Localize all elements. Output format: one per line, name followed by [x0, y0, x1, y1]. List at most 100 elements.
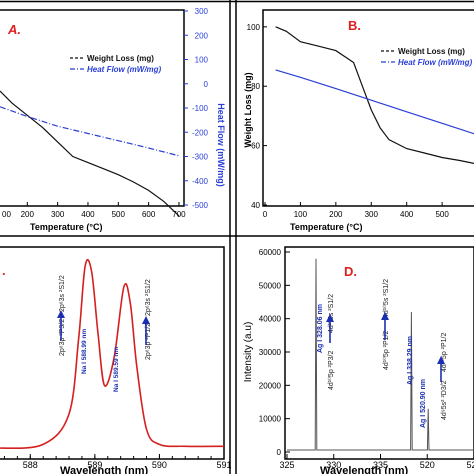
na-588-label: Na I 588.99 nm — [81, 329, 88, 374]
x-tick-label: 100 — [294, 210, 308, 219]
legend-heat-flow-label: Heat Flow (mW/mg) — [87, 65, 162, 74]
ag-520-arrowhead — [437, 356, 445, 364]
panel-a-legend: Weight Loss (mg) Heat Flow (mW/mg) — [70, 54, 162, 74]
panel-b-y-axis-label: Weight Loss (mg) — [243, 72, 253, 147]
panel-d-x-ticks: 325 330 335 520 525 — [279, 454, 474, 470]
na-588-upper-term: 2p⁶3s ²S1/2 — [59, 275, 66, 312]
y-tick-label: 40000 — [259, 315, 282, 324]
panel-d-y-axis-label: Intensity (a.u) — [243, 322, 254, 383]
panel-b: 0 100 200 300 400 500 40 60 80 100 B. Weight Los… — [243, 9, 474, 232]
panel-b-x-axis-label: Temperature (°C) — [290, 222, 362, 232]
y-tick-label: 100 — [247, 23, 261, 32]
x-tick-label: 589 — [87, 460, 102, 470]
legend-weight-loss-label: Weight Loss (mg) — [87, 54, 154, 63]
panel-d-spectrum — [287, 258, 474, 451]
panel-d-x-axis-label: Wavelength (nm) — [320, 465, 409, 474]
y-tick-label: 60 — [251, 142, 260, 151]
ag-338-term-lower: 4d¹⁰5p ²P1/2 — [382, 331, 390, 370]
panel-b-label: B. — [348, 18, 361, 33]
ag-338-term-upper: 4d¹⁰5s ²S1/2 — [382, 279, 390, 318]
y2-tick-label: -500 — [192, 201, 209, 210]
panel-b-lines — [275, 26, 474, 164]
x-tick-label: 590 — [152, 460, 167, 470]
y-tick-label: 30000 — [259, 348, 282, 357]
panel-c: 588 589 590 591 . 2p⁶3p ²P3/2 2p⁶3s ²S1/2 N… — [0, 246, 232, 474]
x-tick-label: 330 — [326, 460, 341, 470]
y2-tick-label: 300 — [195, 7, 209, 16]
ag-520-term-upper: 4d¹⁰5p ²P1/2 — [440, 333, 448, 372]
x-tick-label: 200 — [21, 210, 35, 219]
ag-328-label: Ag I 328.06 nm — [317, 304, 324, 353]
panel-d-label: D. — [344, 264, 357, 279]
y-tick-label: 80 — [251, 82, 260, 91]
y2-tick-label: 100 — [195, 56, 209, 65]
y-tick-label: 60000 — [259, 248, 282, 257]
x-tick-label: 600 — [142, 210, 156, 219]
y-tick-label: 50000 — [259, 281, 282, 290]
annotation-na-588-left: 2p⁶3p ²P3/2 2p⁶3s ²S1/2 Na I 588.99 nm — [57, 275, 88, 374]
ag-328-term-upper: 4d¹⁰5s ²S1/2 — [327, 294, 335, 333]
panel-a-x-axis-label: Temperature (°C) — [30, 222, 102, 232]
weight-loss-line — [0, 90, 180, 217]
x-tick-label: 591 — [216, 460, 231, 470]
legend-b-weight-loss-label: Weight Loss (mg) — [398, 47, 465, 56]
x-tick-label: 400 — [400, 210, 414, 219]
y2-tick-label: -100 — [192, 104, 209, 113]
ag-328-arrowhead — [326, 314, 334, 322]
y-tick-label: 10000 — [259, 415, 282, 424]
panel-a-lines — [0, 90, 180, 217]
legend-b-heat-flow-label: Heat Flow (mW/mg) — [398, 58, 473, 67]
ag-338-arrowhead — [381, 312, 389, 320]
y2-tick-label: 200 — [195, 31, 209, 40]
x-tick-label: 400 — [81, 210, 95, 219]
na-589-arrowhead — [142, 316, 150, 324]
na-588-lower-term: 2p⁶3p ²P3/2 — [59, 319, 66, 356]
x-tick-label: 325 — [279, 460, 294, 470]
ag-520-label: Ag I 520.90 nm — [420, 379, 427, 428]
na-589-upper-term: 2p⁶3s ²S1/2 — [145, 279, 152, 316]
na-588-arrowhead — [57, 310, 65, 318]
y2-tick-label: -200 — [192, 128, 209, 137]
x-tick-label: 525 — [466, 460, 474, 470]
panel-c-annotations: 2p⁶3p ²P3/2 2p⁶3s ²S1/2 Na I 588.99 nm 2… — [57, 275, 152, 392]
panel-d-y-ticks: 0 10000 20000 30000 40000 50000 60000 — [259, 248, 290, 457]
panel-a-label: A. — [7, 22, 21, 37]
panel-c-frame — [0, 246, 225, 460]
y2-tick-label: -300 — [192, 153, 209, 162]
panel-c-label: . — [2, 263, 6, 278]
x-tick-label: 700 — [172, 210, 186, 219]
panel-a-y2-ticks: 300 200 100 0 -100 -200 -300 -400 -500 — [184, 7, 209, 210]
x-tick-label: 588 — [23, 460, 38, 470]
panel-c-x-axis-label: Wavelength (nm) — [60, 465, 149, 474]
ag-328-term-lower: 4d¹⁰5p ²P3/2 — [327, 351, 335, 390]
x-tick-label: 300 — [365, 210, 379, 219]
x-tick-label: 500 — [112, 210, 126, 219]
y-tick-label: 0 — [277, 448, 282, 457]
heat-flow-line — [275, 69, 474, 135]
y-tick-label: 40 — [251, 201, 260, 210]
ag-spectrum-line — [287, 258, 474, 451]
x-tick-label: 520 — [420, 460, 435, 470]
y-tick-label: 20000 — [259, 381, 282, 390]
x-tick-label: 0 — [263, 210, 268, 219]
panel-a-x-ticks: 200 300 400 500 600 700 00 — [2, 202, 186, 219]
y2-tick-label: -400 — [192, 177, 209, 186]
x-tick-label: 200 — [329, 210, 343, 219]
panel-c-x-ticks: 588 589 590 591 — [3, 454, 232, 470]
x-tick-label: 500 — [435, 210, 449, 219]
panel-a: 200 300 400 500 600 700 00 300 200 100 0 -100 -200 -… — [0, 7, 226, 232]
ag-338-label: Ag I 338.29 nm — [407, 336, 414, 385]
panel-b-y-ticks: 40 60 80 100 — [247, 23, 267, 210]
panel-d-annotations: Ag I 328.06 nm 4d¹⁰5p ²P3/2 4d¹⁰5s ²S1/2… — [317, 279, 448, 428]
panel-a-y2-axis-label: Heat Flow (mW/mg) — [216, 103, 226, 187]
annotation-na-589-right: 2p⁶3p ²P1/2 2p⁶3s ²S1/2 Na I 589.59 nm — [113, 279, 152, 392]
ag-520-term-lower: 4d⁹5s² ²D3/2 — [441, 380, 448, 420]
na-589-label: Na I 589.59 nm — [113, 347, 120, 392]
panel-d: 325 330 335 520 525 0 10000 20000 30000 40000 500… — [243, 246, 474, 474]
weight-loss-line — [275, 26, 474, 164]
panel-b-x-ticks: 0 100 200 300 400 500 — [263, 202, 449, 219]
panel-d-frame — [284, 246, 474, 460]
heat-flow-line — [0, 106, 180, 157]
